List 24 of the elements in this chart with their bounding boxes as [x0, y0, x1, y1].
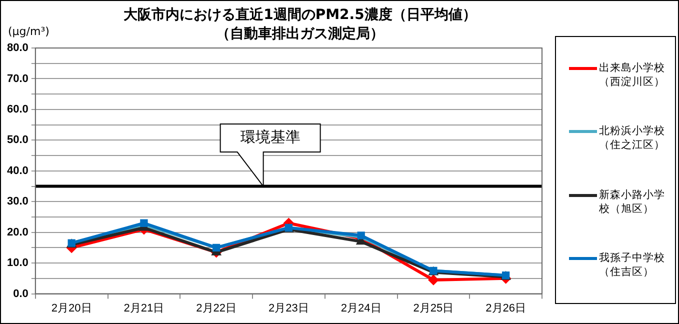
y-tick-label: 10.0: [6, 257, 28, 270]
point: [428, 274, 438, 285]
legend-label: 北粉浜小学校（住之江区）: [599, 124, 666, 152]
legend-label: 新森小路小学校（旭区）: [599, 188, 666, 216]
y-axis-title: (μg/m³): [8, 25, 50, 38]
x-tick-label: 2月23日: [268, 302, 309, 314]
y-tick-label: 40.0: [6, 164, 28, 177]
chart-title: 大阪市内における直近1週間のPM2.5濃度（日平均値）（自動車排出ガス測定局）: [122, 6, 478, 44]
legend-label: 我孫子中学校（住吉区）: [599, 251, 666, 280]
ref-line-label: 環境基準: [240, 128, 300, 146]
y-tick-label: 20.0: [6, 226, 28, 238]
y-tick-label: 50.0: [6, 134, 28, 146]
legend-label: 出来島小学校（西淀川区）: [599, 60, 666, 89]
x-tick-label: 2月25日: [413, 302, 454, 314]
x-tick-label: 2月20日: [51, 302, 92, 314]
y-tick-label: 80.0: [6, 42, 28, 54]
y-tick-label: 30.0: [6, 196, 28, 208]
y-tick-label: 0.0: [13, 288, 28, 300]
x-tick-label: 2月26日: [486, 302, 526, 314]
x-tick-label: 2月22日: [196, 302, 237, 314]
y-tick-label: 60.0: [6, 103, 28, 116]
y-tick-label: 70.0: [6, 72, 28, 85]
x-tick-label: 2月24日: [340, 302, 382, 314]
x-tick-label: 2月21日: [124, 302, 164, 314]
